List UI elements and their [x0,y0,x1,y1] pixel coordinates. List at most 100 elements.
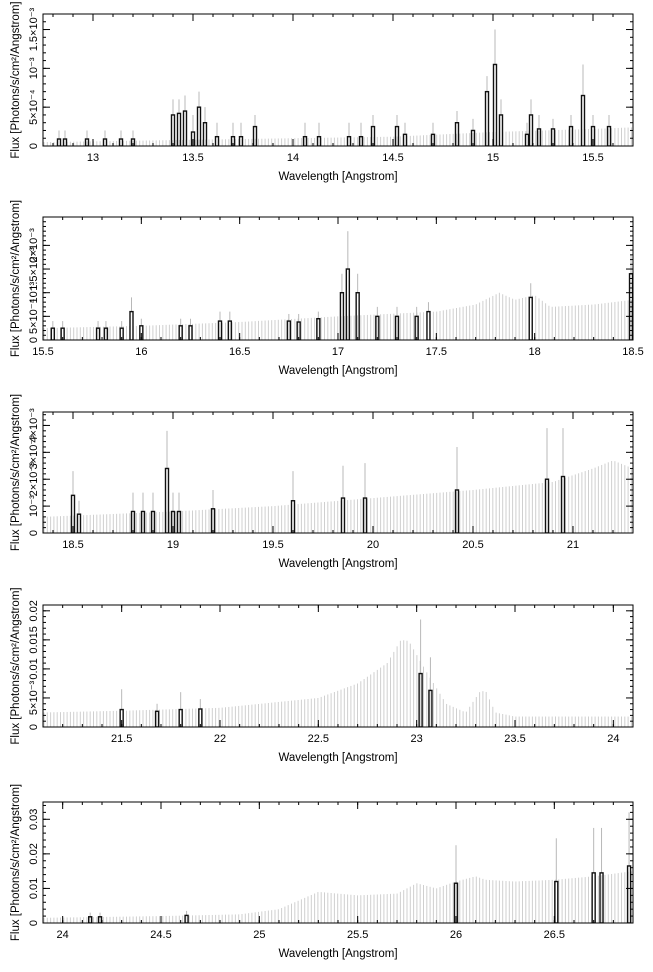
data-bin [95,327,101,340]
data-bin [102,138,108,146]
x-tick-label: 15 [487,152,499,164]
data-bin [190,131,196,146]
x-tick-label: 21.5 [111,733,132,745]
data-bin [217,320,223,340]
data-bin [210,508,216,533]
data-bin [87,916,93,923]
x-tick-label: 17 [332,346,344,358]
x-tick-label: 15.5 [32,346,53,358]
y-tick-label: 5×10⁻⁴ [28,298,40,334]
y-tick-label: 2×10⁻³ [28,462,40,497]
data-bin [316,135,322,146]
x-axis-title: Wavelength [Angstrom] [278,752,397,764]
data-bin [290,500,296,533]
y-tick-label: 0.03 [28,809,40,830]
data-bin [286,320,292,340]
y-axis-title: Flux [Photons/s/cm²/Angstrom] [10,1,22,158]
data-bin [129,310,134,340]
data-bin [339,291,345,340]
x-tick-label: 15.5 [582,152,603,164]
data-bin [140,510,146,533]
data-bin [170,510,176,533]
data-bin [118,138,124,146]
y-tick-label: 10⁻³ [28,57,40,79]
data-bin [302,135,308,146]
x-tick-label: 18.5 [62,539,83,551]
x-tick-label: 24.5 [150,929,171,941]
x-tick-label: 19 [167,539,179,551]
data-bin [591,872,596,923]
chart-panel-5: 24 24.5 25 25.5 26 26.5 0 0.01 0.02 0.03 Wavelengt… [10,784,634,960]
y-tick-label: 0.015 [28,626,40,654]
data-bin [340,497,346,533]
x-tick-label: 13 [87,152,99,164]
data-bin [198,708,203,727]
x-tick-label: 18.5 [622,346,643,358]
data-bin [154,710,160,727]
data-bin [394,315,400,340]
y-tick-label: 0 [28,143,40,149]
data-bin [414,315,419,340]
data-bin [560,475,566,533]
x-tick-label: 16 [135,346,147,358]
data-bin [550,128,556,146]
x-tick-label: 14 [287,152,299,164]
data-bin [544,478,550,533]
data-bin [428,689,433,727]
data-bin [214,135,220,146]
data-bin [202,122,208,146]
plot-area [43,619,632,727]
y-axis-title: Flux [Photons/s/cm²/Angstrom] [10,784,22,941]
data-bin [426,310,431,340]
x-tick-label: 26 [450,929,462,941]
x-tick-label: 25 [253,929,265,941]
chart-panel-4: 21.5 22 22.5 23 23.5 24 0 5×10⁻³0.01 0.015 0.02 Wa… [10,587,634,764]
data-bin [362,497,368,533]
y-tick-label: 1.5×10⁻³ [28,247,40,291]
plot-frame [42,13,634,147]
y-tick-label: 0 [28,530,40,536]
plot-frame [42,411,634,534]
data-bin [176,510,182,533]
x-axis-title: Wavelength [Angstrom] [278,171,397,183]
x-tick-label: 24 [57,929,69,941]
y-tick-label: 0.01 [28,658,40,679]
plot-area [43,29,632,146]
plot-area [43,812,632,923]
x-tick-label: 26.5 [544,929,565,941]
data-bin [606,125,612,146]
data-bin [50,327,56,340]
x-axis-title: Wavelength [Angstrom] [278,558,397,570]
y-tick-label: 10⁻³ [28,282,40,304]
x-tick-label: 25.5 [347,929,368,941]
data-bin [358,135,364,146]
x-tick-label: 23.5 [504,733,525,745]
y-tick-label: 2×10⁻³ [28,228,40,263]
data-bin [536,128,542,146]
data-bin [130,510,136,533]
data-bin [454,489,460,533]
y-tick-label: 1.5×10⁻³ [28,7,40,51]
data-bin [375,315,380,340]
y-axis-title: Flux [Photons/s/cm²/Angstrom] [10,587,22,744]
data-bin [402,133,408,146]
x-tick-label: 20 [367,539,379,551]
x-tick-label: 22.5 [308,733,329,745]
x-axis-title: Wavelength [Angstrom] [278,948,397,960]
x-tick-label: 16.5 [229,346,250,358]
data-bin [164,467,170,533]
x-tick-label: 18 [529,346,541,358]
y-tick-label: 0 [28,920,40,926]
plot-area [43,428,632,533]
data-bin [184,914,189,923]
data-bin [238,135,244,146]
data-bin [103,327,109,340]
data-bin [227,320,233,340]
data-bin [355,291,360,340]
x-tick-label: 20.5 [462,539,483,551]
y-tick-label: 0 [28,337,40,343]
data-bin [492,63,498,146]
y-tick-label: 4×10⁻³ [28,408,40,443]
data-bin [150,510,156,533]
